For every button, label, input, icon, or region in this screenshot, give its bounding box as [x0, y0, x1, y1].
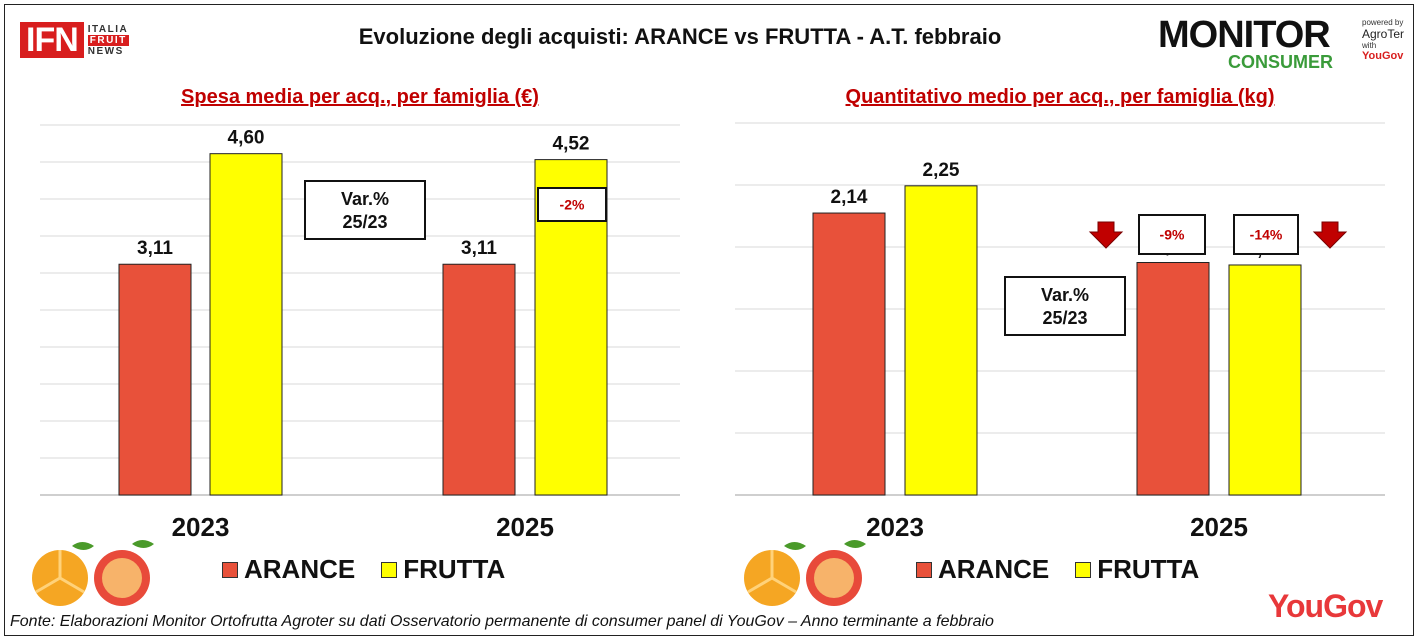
with-text: with [1362, 41, 1377, 50]
agroter-logo: powered by AgroTer with YouGov [1362, 18, 1412, 63]
legend-swatch-frutta [1075, 561, 1092, 578]
category-label-2025: 2025 [496, 512, 554, 542]
right-chart-title: Quantitativo medio per acq., per famigli… [845, 86, 1275, 108]
var-box-line2: 25/23 [1042, 308, 1087, 328]
monitor-logo-text: MONITOR [1158, 14, 1331, 56]
legend-label-arance: ARANCE [244, 554, 356, 584]
legend-label-arance: ARANCE [938, 554, 1050, 584]
yougov-logo: YouGov [1268, 588, 1383, 624]
ifn-logo-letters: IFN [20, 22, 84, 58]
figure-frame [4, 4, 1414, 636]
change-box-frutta [1233, 214, 1299, 255]
down-arrow-icon [1312, 221, 1348, 249]
legend-swatch-arance [222, 561, 238, 578]
legend-label-frutta: FRUTTA [1097, 554, 1200, 584]
monitor-consumer-logo: MONITOR CONSUMER [1158, 14, 1358, 74]
change-label-frutta: -14% [1250, 227, 1283, 243]
bar-frutta-2023 [904, 185, 978, 496]
down-arrow-icon [1088, 221, 1124, 249]
powered-by-text: powered by [1362, 18, 1404, 27]
var-box-line1: Var.% [1041, 285, 1089, 305]
left-chart-title: Spesa media per acq., per famiglia (€) [181, 86, 539, 108]
bar-arance-2025 [1136, 262, 1210, 496]
main-title: Evoluzione degli acquisti: ARANCE vs FRU… [358, 24, 1002, 49]
category-label-2023: 2023 [172, 512, 230, 542]
yougov-small-text: YouGov [1362, 50, 1404, 62]
change-label-frutta: -2% [560, 197, 585, 213]
legend-right: ARANCE FRUTTA [916, 554, 1225, 585]
data-label-frutta-2025: 4,52 [553, 134, 590, 155]
var-box [304, 180, 426, 240]
var-box-line2: 25/23 [342, 212, 387, 232]
legend-swatch-arance [916, 561, 932, 578]
ifn-logo-italia: ITALIA [87, 23, 129, 35]
data-label-arance-2025: 3,11 [461, 238, 497, 259]
data-label-frutta-2023: 2,25 [923, 160, 960, 181]
var-box-line1: Var.% [341, 189, 389, 209]
var-box [1004, 276, 1126, 336]
change-box-arance [1138, 214, 1206, 255]
category-label-2023: 2023 [866, 512, 924, 542]
bar-arance-2023 [812, 212, 886, 496]
data-label-frutta-2023: 4,60 [228, 128, 265, 149]
consumer-logo-text: CONSUMER [1228, 52, 1334, 72]
legend-label-frutta: FRUTTA [403, 554, 506, 584]
legend-swatch-frutta [381, 561, 398, 578]
change-box-frutta [537, 187, 607, 222]
legend-item-arance: ARANCE [916, 554, 1049, 585]
ifn-logo-fruit: FRUIT [87, 34, 129, 46]
bar-arance-2023 [118, 263, 192, 496]
change-label-arance: -9% [1160, 227, 1185, 243]
oranges-illustration-right [744, 540, 866, 606]
ifn-logo-news: NEWS [87, 45, 124, 57]
bar-frutta-2023 [209, 153, 283, 496]
legend-item-frutta: FRUTTA [381, 554, 505, 585]
ifn-logo: IFN ITALIA FRUIT NEWS [20, 22, 129, 58]
legend-item-frutta: FRUTTA [1075, 554, 1199, 585]
legend-item-arance: ARANCE [222, 554, 355, 585]
legend-left: ARANCE FRUTTA [222, 554, 531, 585]
agroter-text: AgroTer [1362, 27, 1405, 41]
source-note: Fonte: Elaborazioni Monitor Ortofrutta A… [10, 613, 994, 630]
category-label-2025: 2025 [1190, 512, 1248, 542]
data-label-arance-2023: 2,14 [831, 187, 868, 208]
bar-frutta-2025 [1228, 264, 1302, 496]
oranges-illustration-left [32, 540, 154, 606]
bar-arance-2025 [442, 263, 516, 496]
data-label-arance-2023: 3,11 [137, 238, 173, 259]
